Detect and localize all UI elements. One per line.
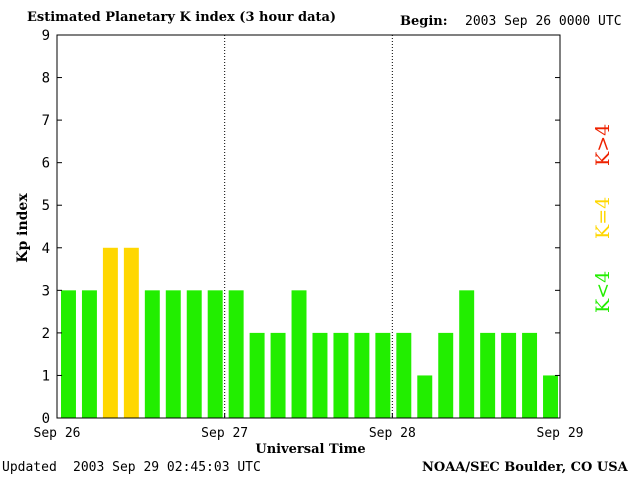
- kp-bar: [291, 290, 307, 418]
- chart-title: Estimated Planetary K index (3 hour data…: [27, 10, 337, 25]
- y-tick-label: 3: [42, 283, 50, 299]
- source-label: NOAA/SEC Boulder, CO USA: [422, 460, 628, 475]
- x-tick-label: Sep 28: [369, 426, 416, 441]
- kp-bar: [228, 290, 244, 418]
- kp-bar: [144, 290, 160, 418]
- kp-bar: [270, 332, 286, 418]
- x-tick-label: Sep 27: [201, 426, 248, 441]
- kp-bar: [396, 332, 412, 418]
- begin-value: 2003 Sep 26 0000 UTC: [465, 14, 622, 29]
- kp-bar: [417, 375, 433, 418]
- kp-bar: [61, 290, 76, 418]
- kp-bar: [165, 290, 181, 418]
- kp-bar: [459, 290, 475, 418]
- kp-bar: [333, 332, 349, 418]
- y-tick-label: 2: [42, 326, 50, 342]
- y-tick-label: 4: [42, 241, 50, 257]
- y-axis-label: Kp index: [15, 193, 31, 263]
- kp-bar: [438, 332, 454, 418]
- begin-label: Begin:: [400, 14, 448, 29]
- kp-bar: [543, 375, 558, 418]
- kp-bar: [480, 332, 496, 418]
- y-tick-label: 0: [42, 411, 50, 427]
- kp-bar: [501, 332, 517, 418]
- updated-label: Updated: [2, 460, 57, 475]
- y-tick-label: 6: [42, 156, 50, 172]
- legend-red: K>4: [592, 123, 614, 166]
- kp-bar: [102, 247, 118, 418]
- kp-bar: [207, 290, 223, 418]
- legend-green: K<4: [592, 270, 614, 313]
- kp-bar: [312, 332, 328, 418]
- plot-frame: [56, 34, 561, 419]
- y-tick-label: 5: [42, 198, 50, 214]
- kp-bar: [249, 332, 265, 418]
- y-tick-label: 9: [42, 28, 50, 44]
- kp-bar: [375, 332, 391, 418]
- x-axis-label: Universal Time: [255, 442, 365, 457]
- y-tick-label: 1: [42, 368, 50, 384]
- x-tick-label: Sep 29: [537, 426, 584, 441]
- y-tick-label: 7: [42, 113, 50, 129]
- legend-yellow: K=4: [592, 196, 614, 239]
- y-tick-label: 8: [42, 71, 50, 87]
- x-tick-label: Sep 26: [34, 426, 81, 441]
- updated-value: 2003 Sep 29 02:45:03 UTC: [73, 460, 261, 475]
- kp-bar: [81, 290, 97, 418]
- kp-bar: [354, 332, 370, 418]
- kp-bar: [123, 247, 139, 418]
- kp-bar: [186, 290, 202, 418]
- kp-bar: [522, 332, 538, 418]
